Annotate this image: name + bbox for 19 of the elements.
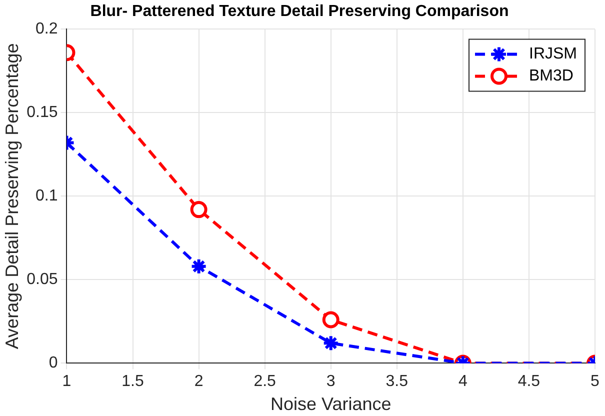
x-tick-label: 2.5: [254, 373, 276, 390]
x-tick-label: 4.5: [518, 373, 540, 390]
y-tick-label: 0: [48, 354, 58, 372]
x-tick-label: 5: [590, 373, 600, 390]
chart-title: Blur- Patterened Texture Detail Preserving Comparison: [90, 3, 509, 20]
x-tick-label: 2: [194, 373, 204, 390]
legend-label: IRJSM: [529, 46, 577, 63]
x-tick-label: 3.5: [386, 373, 408, 390]
y-tick-label: 0.15: [26, 104, 58, 122]
y-tick-label: 0.2: [35, 20, 58, 38]
x-tick-label: 1.5: [122, 373, 144, 390]
x-tick-label: 4: [458, 373, 468, 390]
y-tick-label: 0.1: [35, 188, 58, 205]
y-axis-title: Average Detail Preserving Percentage: [2, 43, 22, 350]
x-axis-title: Noise Variance: [270, 394, 392, 414]
x-tick-label: 1: [62, 373, 72, 390]
x-tick-label: 3: [326, 373, 336, 390]
y-tick-label: 0.05: [26, 271, 58, 288]
legend-label: BM3D: [529, 68, 574, 85]
